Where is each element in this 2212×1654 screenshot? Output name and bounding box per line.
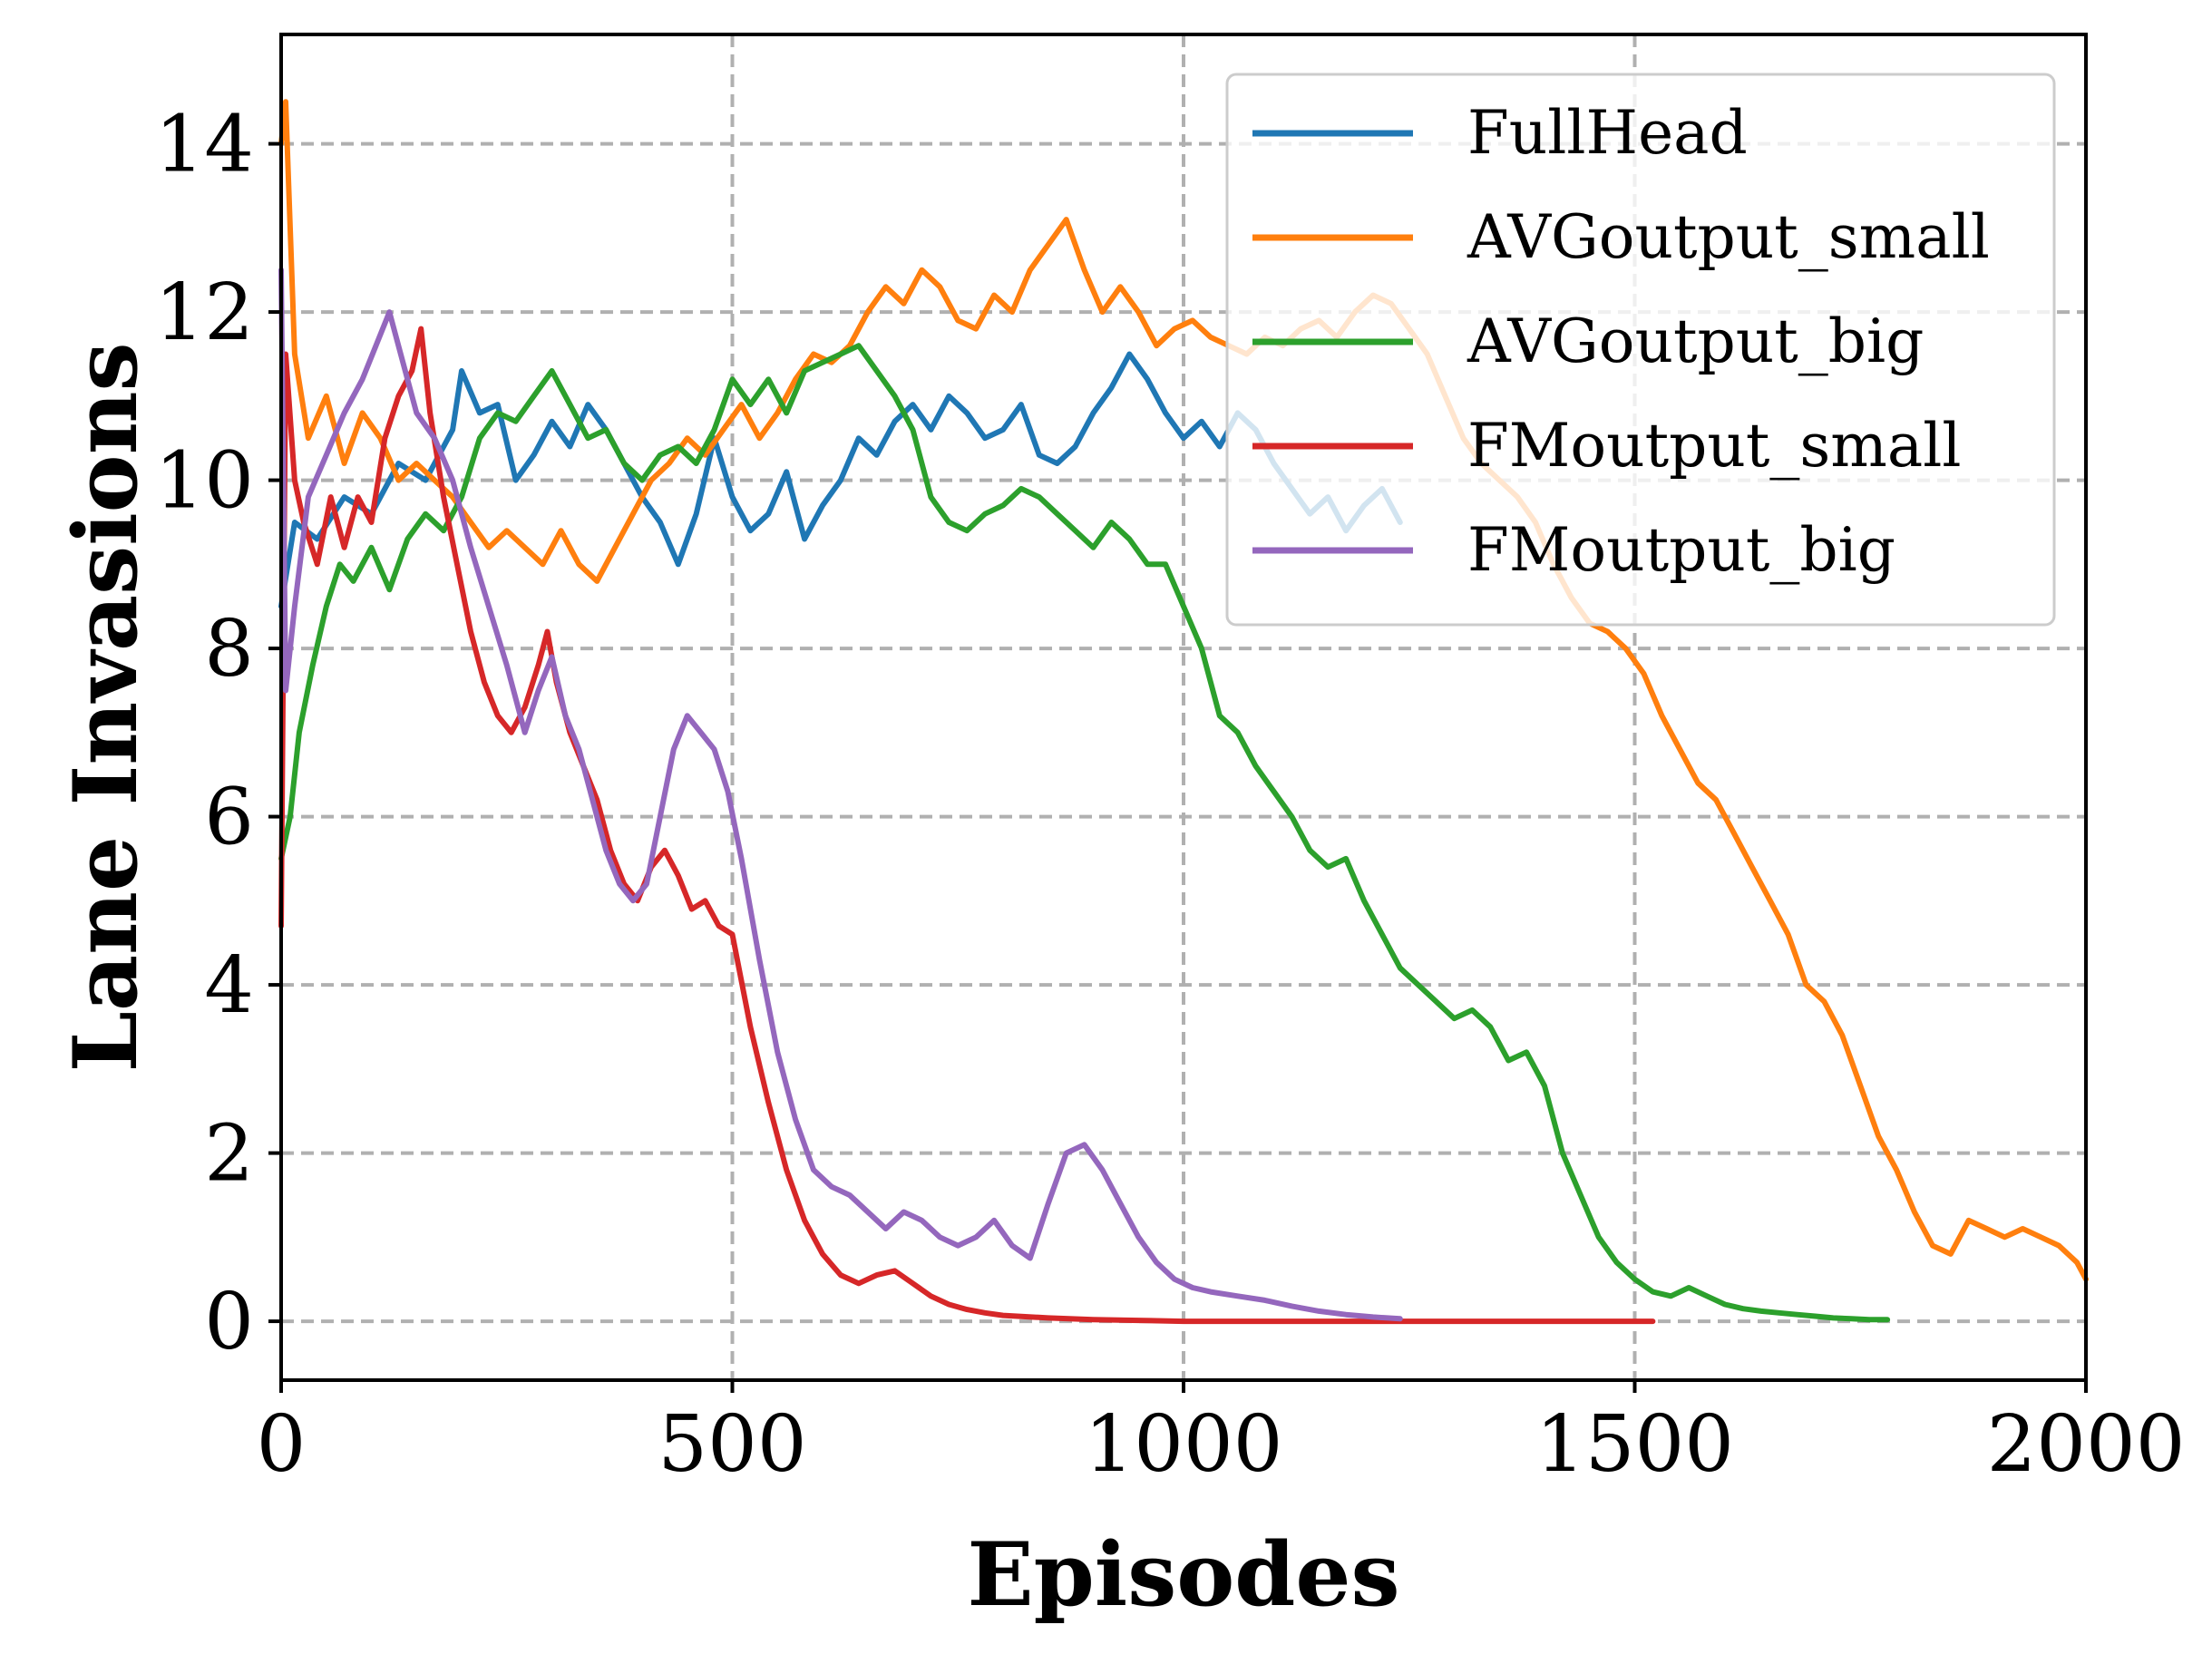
legend-label: AVGoutput_big: [1467, 306, 1924, 376]
y-tick-label: 6: [204, 773, 254, 863]
x-tick-label: 0: [257, 1399, 307, 1490]
y-tick-label: 2: [204, 1109, 254, 1200]
series-line-avgoutput-small: [278, 99, 2089, 1282]
series-line-fmoutput-big: [278, 267, 1403, 1322]
series-line-avgoutput-big: [278, 343, 1891, 1323]
series-line-fullhead: [278, 351, 1403, 609]
y-tick-label: 0: [204, 1277, 254, 1367]
x-tick-label: 2000: [1987, 1399, 2186, 1490]
x-tick-label: 1500: [1535, 1399, 1734, 1490]
legend: FullHead AVGoutput_small AVGoutput_big FMou…: [1225, 73, 2056, 627]
legend-label: FMoutput_small: [1467, 411, 1961, 481]
y-axis-label: Lane Invasions: [54, 342, 157, 1072]
y-tick-label: 12: [155, 268, 254, 358]
legend-label: FMoutput_big: [1467, 515, 1895, 585]
series-lines: [278, 99, 2089, 1325]
x-tick-label: 1000: [1085, 1399, 1283, 1490]
x-axis-label: Episodes: [967, 1523, 1399, 1626]
ticks: 0 500 1000 1500 2000 0 2 4 6 8 10 12 14: [155, 100, 2186, 1490]
y-tick-label: 10: [155, 436, 254, 527]
y-tick-label: 14: [155, 100, 254, 190]
y-tick-label: 8: [204, 604, 254, 695]
legend-label: FullHead: [1467, 98, 1748, 168]
legend-box: [1225, 73, 2056, 627]
y-tick-label: 4: [204, 940, 254, 1031]
x-tick-label: 500: [658, 1399, 806, 1490]
legend-label: AVGoutput_small: [1467, 202, 1990, 272]
